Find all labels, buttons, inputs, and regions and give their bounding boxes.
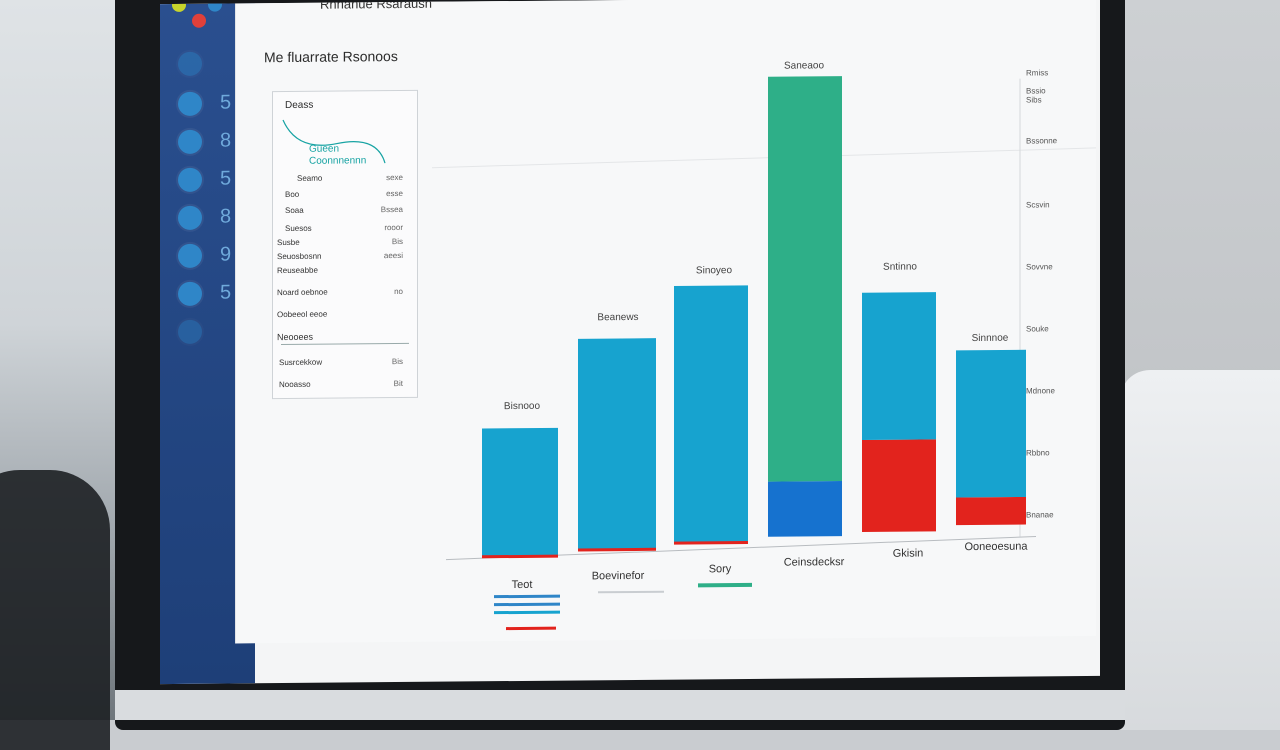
sidebar-item-2-label: 5 [220, 91, 232, 114]
bar-teot-s1[interactable] [482, 427, 558, 558]
value-label: Sinoyeo [695, 265, 733, 277]
bar-chart [431, 76, 1096, 631]
main-content: Rnnanue Rsaraush Me fluarrate Rsonoos De… [235, 0, 1096, 644]
y-tick-label: Bssonne [1026, 136, 1058, 146]
sidebar-item-3-label: 8 [220, 129, 232, 152]
bar-gkisin-s0[interactable] [862, 439, 936, 532]
sidebar-item-5[interactable] [178, 205, 202, 230]
bar-ceinsdecksr-s2[interactable] [768, 76, 842, 482]
value-label: Bisnooo [503, 400, 541, 413]
bars-group [482, 76, 1026, 559]
bar-boevinefor-s1[interactable] [578, 338, 656, 551]
legend-line-2 [494, 602, 560, 607]
y-tick-label: Bssio Sibs [1026, 86, 1046, 105]
legend-line-4 [506, 626, 556, 631]
sidebar-item-5-label: 8 [220, 205, 232, 228]
value-label: Saneaoo [783, 60, 825, 72]
sidebar-item-1[interactable] [178, 51, 202, 76]
value-label: Sinnnoe [971, 332, 1009, 345]
screen: 5 8 5 8 9 5 Rnnanue Rsaraush Me fluarrat… [160, 0, 1100, 685]
sidebar-item-6-label: 9 [220, 243, 232, 266]
value-label: Beanews [597, 311, 639, 324]
panel-curve-graphic [282, 119, 386, 164]
window-close-icon[interactable] [192, 13, 206, 28]
y-tick-label: Souke [1026, 324, 1049, 334]
legend-line-5 [598, 590, 664, 594]
legend-line-3 [494, 610, 560, 615]
bar-ooneoesuna-s0[interactable] [956, 496, 1026, 526]
sidebar-item-4[interactable] [178, 167, 202, 192]
y-tick-label: Rmiss [1026, 68, 1049, 78]
bar-gkisin-s1[interactable] [862, 292, 936, 440]
bar-base-accent [578, 547, 656, 552]
bar-ceinsdecksr-s0[interactable] [768, 480, 842, 537]
bar-ooneoesuna-s1[interactable] [956, 349, 1026, 498]
sidebar-item-7[interactable] [178, 281, 202, 306]
y-tick-label: Scsvin [1026, 200, 1050, 210]
bar-sory-s1[interactable] [674, 285, 748, 544]
sidebar-item-4-label: 5 [220, 167, 232, 190]
sidebar-item-3[interactable] [178, 129, 202, 154]
sidebar-item-2[interactable] [178, 91, 202, 116]
y-tick-label: Rbbno [1026, 448, 1050, 458]
y-tick-label: Sovvne [1026, 262, 1053, 272]
legend-line-6 [698, 582, 752, 588]
y-tick-label: Bnanae [1026, 510, 1054, 520]
legend-line-1 [494, 594, 560, 599]
sidebar-item-7-label: 5 [220, 281, 232, 304]
background-chair [1120, 370, 1280, 730]
value-label: Sntinno [883, 261, 917, 273]
foreground-shadow [0, 470, 110, 750]
legend-panel: Deass Gueen Coonnnennn Seamo sexe Boo es… [272, 89, 418, 400]
chart-gridline [431, 147, 1096, 169]
sidebar-item-6[interactable] [178, 243, 202, 268]
bar-base-accent [674, 540, 748, 545]
bar-base-accent [482, 554, 558, 559]
monitor-stand [115, 690, 1125, 720]
category-label: Ooneoesuna [964, 540, 1028, 554]
y-tick-label: Mdnone [1026, 386, 1055, 396]
sidebar-item-8[interactable] [178, 319, 202, 344]
